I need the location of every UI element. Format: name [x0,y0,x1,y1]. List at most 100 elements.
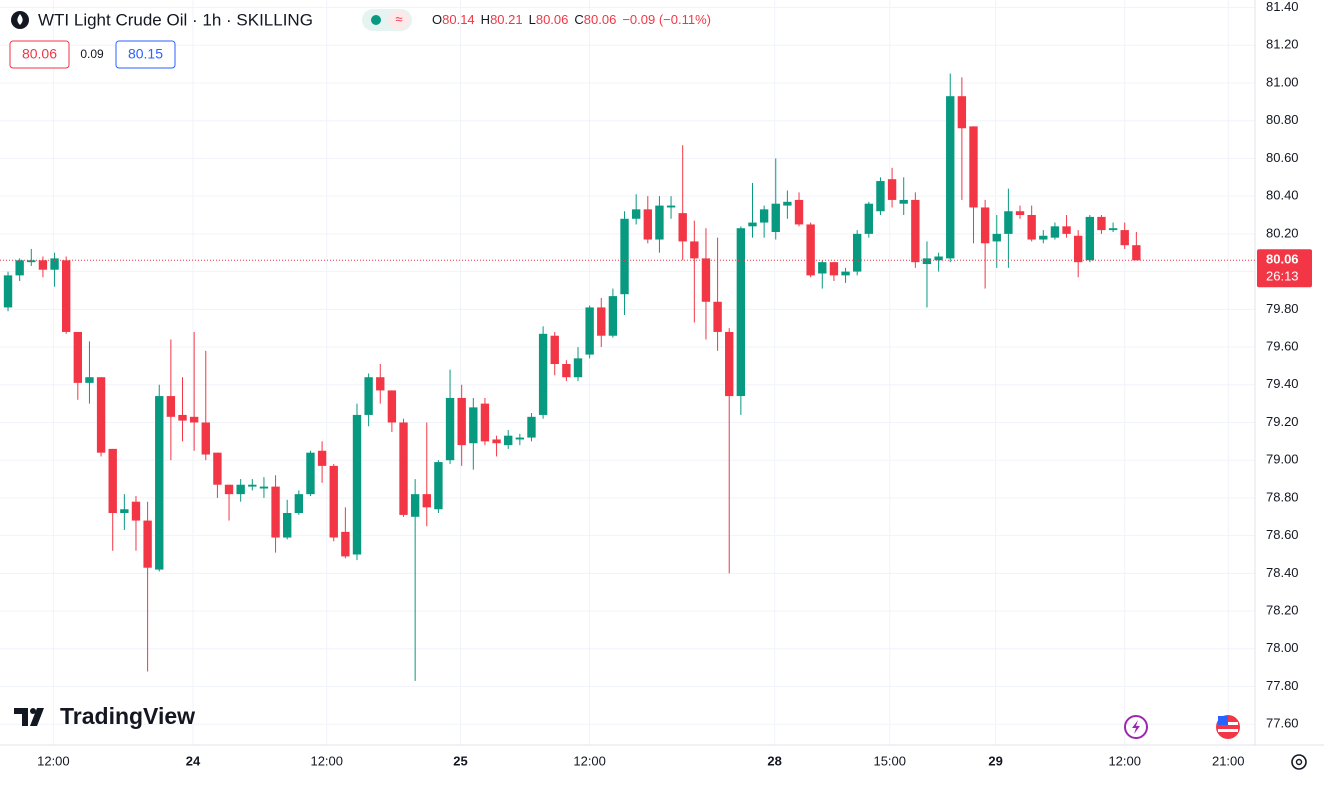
ohlc-key: O [432,12,442,27]
candle-body [376,377,385,391]
delay-icon: ≈ [395,11,402,26]
candle-body [492,439,501,444]
x-tick-label: 12:00 [310,753,343,768]
drop-icon [17,14,23,25]
candle-body [841,271,850,276]
grid [0,0,1255,745]
candle-body [1120,230,1129,246]
candle-body [387,390,397,423]
ohlc-key: C [574,12,583,27]
candle-body [899,199,908,204]
y-tick-label: 80.20 [1266,225,1299,240]
candle-body [166,396,176,417]
candle-body [201,422,210,455]
candle-body [1074,235,1083,263]
candle-body [1085,216,1095,261]
candle-body [50,258,59,270]
candle-body [3,275,13,308]
y-tick-label: 78.20 [1266,603,1299,618]
lightning-glyph [1132,720,1140,734]
candle-body [283,513,292,538]
candle-body [143,520,152,568]
ohlc-legend: O80.14 H80.21 L80.06 C80.06 −0.09 (−0.11%) [432,12,711,27]
candle-body [410,494,420,517]
candle-body [504,435,513,446]
candle-body [1062,226,1071,234]
y-tick-label: 78.80 [1266,489,1299,504]
candle-body [946,96,955,259]
buy-price: 80.15 [128,46,163,62]
candle-body [61,260,71,332]
candle-body [643,209,652,240]
candle-body [608,296,618,336]
settings-icon[interactable] [1291,754,1307,770]
candle-body [655,205,664,240]
y-tick-label: 78.60 [1266,527,1299,542]
candle-body [713,301,722,332]
candle-body [887,179,897,200]
countdown: 26:13 [1266,269,1299,284]
candle-body [678,213,687,242]
ohlc-values: O80.14 H80.21 L80.06 C80.06 −0.09 (−0.11%) [432,12,711,27]
candle-body [457,397,466,446]
candle-body [515,437,525,440]
candle-body [352,414,362,555]
candle-body [85,377,94,383]
candle-body [992,233,1001,242]
delay-badge [388,11,410,29]
buy-box[interactable] [115,40,176,69]
ohlc-value: 80.06 [536,12,569,27]
candle-body [155,396,164,570]
x-tick-label: 28 [767,753,781,768]
y-tick-label: 80.80 [1266,112,1299,127]
candle-body [922,258,932,265]
candle-body [876,181,885,212]
x-tick-label: 12:00 [573,753,606,768]
symbol-title: WTI Light Crude Oil · 1h · SKILLING [38,10,313,29]
y-tick-label: 81.00 [1266,74,1299,89]
candle-body [329,465,338,538]
y-tick-label: 78.40 [1266,565,1299,580]
candle-body [131,501,141,521]
candle-body [911,199,920,263]
candle-body [864,203,873,234]
spread: 0.09 [80,47,104,61]
candle-body [364,377,373,415]
candle-body [1039,235,1048,240]
candle-body [690,241,699,259]
candle-body [1004,211,1013,234]
candle-body [620,218,629,295]
ohlc-value: 80.21 [490,12,523,27]
sell-box[interactable] [9,40,70,69]
candle-body [306,452,315,495]
candle-body [469,407,478,444]
settings-center [1295,758,1303,766]
candle-body [178,414,187,421]
y-tick-label: 81.20 [1266,37,1299,52]
x-tick-label: 29 [988,753,1002,768]
y-tick-label: 80.60 [1266,150,1299,165]
x-tick-label: 15:00 [873,753,906,768]
y-tick-label: 81.40 [1266,0,1299,14]
candle-body [15,260,24,276]
candle-body [527,416,536,438]
candle-body [562,364,571,378]
logo-mark [14,708,44,726]
candle-body [550,335,559,365]
candle-body [736,228,746,397]
y-tick-label: 79.60 [1266,338,1299,353]
x-tick-label: 12:00 [1108,753,1141,768]
x-tick-label: 12:00 [37,753,70,768]
y-tick-label: 77.80 [1266,678,1299,693]
x-tick-label: 21:00 [1212,753,1245,768]
candle-body [1050,226,1060,238]
ohlc-value: 80.14 [442,12,475,27]
candle-body [248,484,257,487]
candle-body [224,484,234,495]
candle-body [829,262,839,276]
candle-body [585,307,594,355]
candle-body [597,307,606,336]
lightning-icon[interactable] [1124,715,1148,739]
